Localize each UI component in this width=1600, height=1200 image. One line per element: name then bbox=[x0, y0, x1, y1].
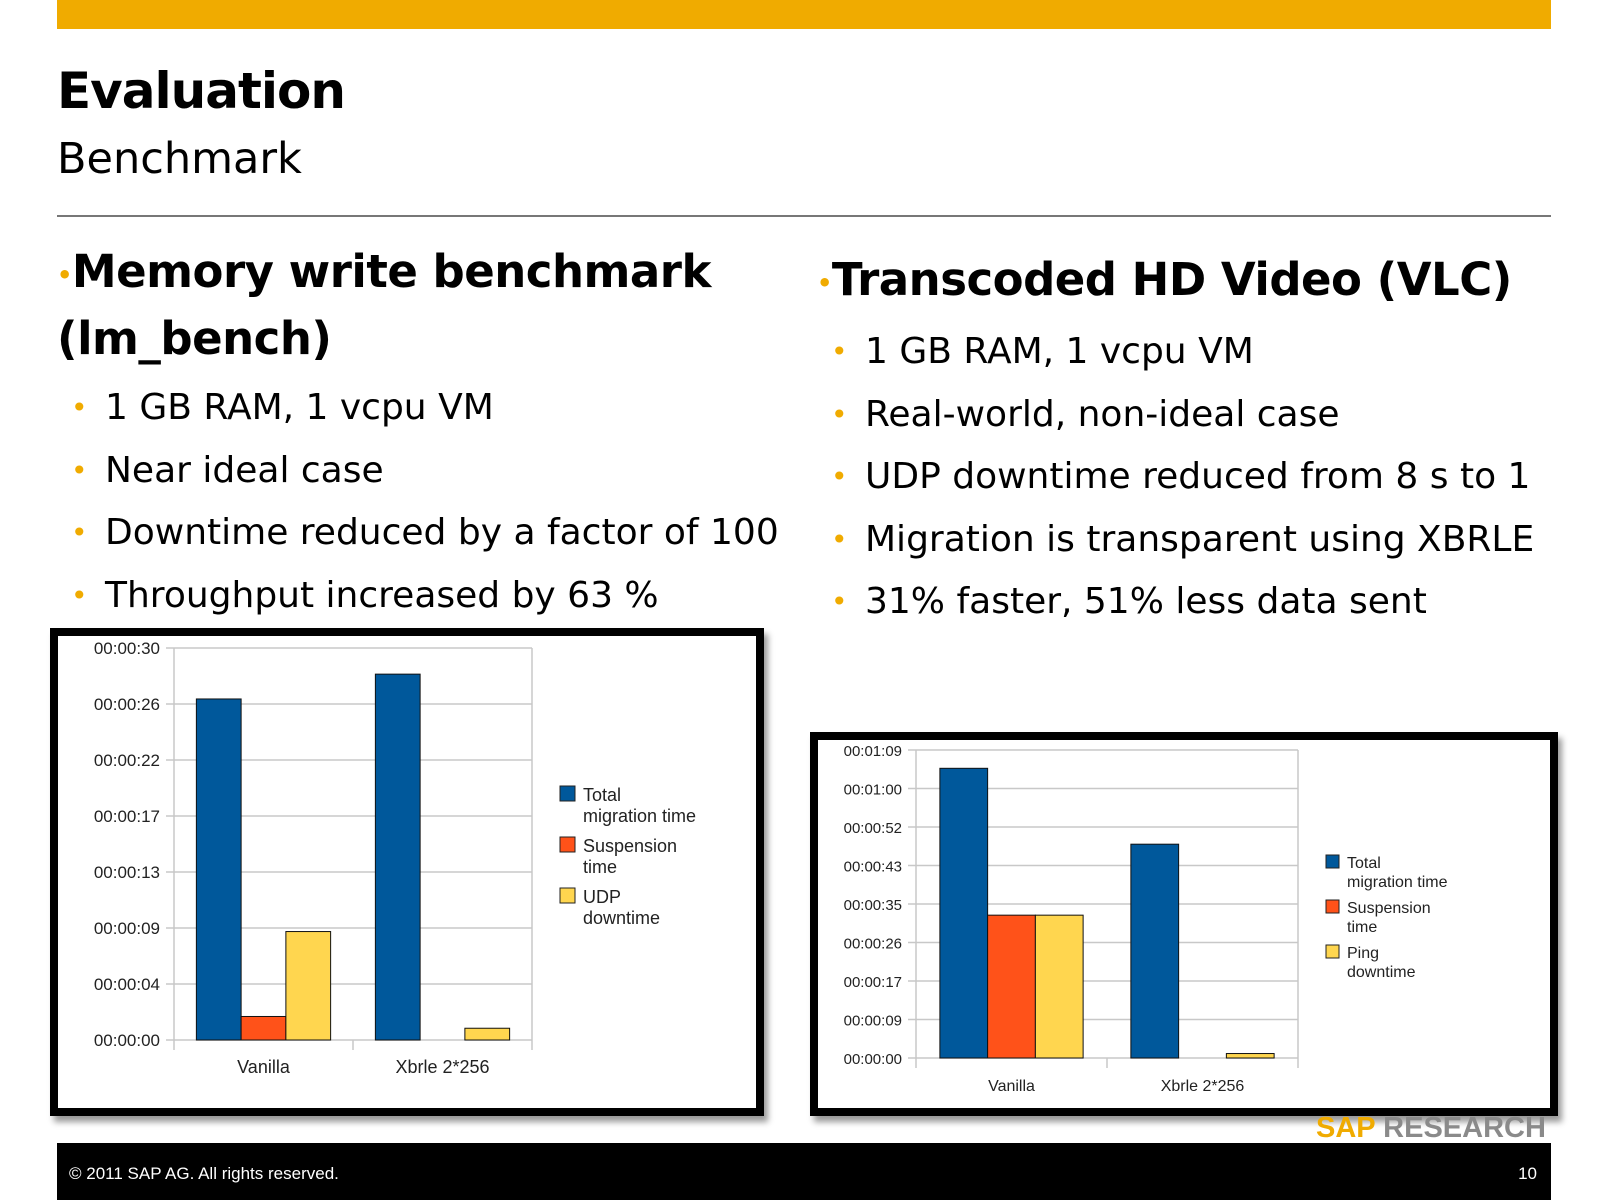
bar-total-migration-time bbox=[195, 698, 242, 1041]
legend-label: migration time bbox=[583, 806, 696, 826]
copyright: © 2011 SAP AG. All rights reserved. bbox=[69, 1164, 339, 1183]
left-heading-line1: Memory write benchmark bbox=[71, 245, 712, 298]
y-tick-label: 00:00:17 bbox=[844, 974, 902, 991]
bar-udp-downtime bbox=[464, 1027, 511, 1041]
legend-swatch bbox=[1325, 854, 1340, 869]
y-tick-label: 00:00:00 bbox=[94, 1031, 160, 1050]
legend-swatch bbox=[1325, 899, 1340, 914]
x-tick-label: Xbrle 2*256 bbox=[1161, 1078, 1245, 1095]
legend-swatch bbox=[559, 836, 576, 853]
page-number: 10 bbox=[1518, 1164, 1537, 1183]
bullet-icon: • bbox=[817, 269, 832, 297]
left-column: •Memory write benchmark (lm_bench) 1 GB R… bbox=[57, 240, 779, 627]
bar-ping-downtime bbox=[1034, 914, 1084, 1059]
legend-swatch bbox=[1325, 944, 1340, 959]
y-tick-label: 00:00:00 bbox=[844, 1051, 902, 1068]
legend-label: Total bbox=[1347, 855, 1381, 872]
chart-video-svg: 00:00:00 00:00:09 00:00:17 00:00:26 00:00:35… bbox=[844, 743, 1448, 1095]
legend-label: time bbox=[583, 857, 617, 877]
chart-memory-svg: 00:00:00 00:00:04 00:00:09 00:00:13 00:00:17… bbox=[94, 639, 696, 1077]
right-heading-text: Transcoded HD Video (VLC) bbox=[831, 253, 1512, 306]
right-bullets: 1 GB RAM, 1 vcpu VM Real-world, non-idea… bbox=[817, 321, 1534, 634]
left-heading: •Memory write benchmark (lm_bench) bbox=[57, 240, 779, 371]
list-item: Near ideal case bbox=[57, 440, 779, 503]
list-item: Migration is transparent using XBRLE bbox=[817, 509, 1534, 572]
top-accent-bar bbox=[57, 0, 1551, 29]
left-bullets: 1 GB RAM, 1 vcpu VM Near ideal case Down… bbox=[57, 377, 779, 627]
list-item: Real-world, non-ideal case bbox=[817, 384, 1534, 447]
bar-suspension-time bbox=[240, 1015, 287, 1041]
list-item: UDP downtime reduced from 8 s to 1 bbox=[817, 446, 1534, 509]
bar-total-migration-time bbox=[1130, 843, 1180, 1059]
right-column: •Transcoded HD Video (VLC) 1 GB RAM, 1 v… bbox=[817, 248, 1534, 634]
y-tick-label: 00:00:13 bbox=[94, 863, 160, 882]
right-heading: •Transcoded HD Video (VLC) bbox=[817, 248, 1534, 315]
page-subtitle: Benchmark bbox=[57, 134, 302, 184]
bar-udp-downtime bbox=[285, 931, 332, 1041]
bar-total-migration-time bbox=[374, 673, 421, 1041]
list-item: Downtime reduced by a factor of 100 bbox=[57, 502, 779, 565]
y-tick-label: 00:00:52 bbox=[844, 820, 902, 837]
legend-label: Suspension bbox=[1347, 900, 1431, 917]
legend-label: downtime bbox=[583, 908, 660, 928]
legend-swatch bbox=[559, 887, 576, 904]
x-tick-label: Xbrle 2*256 bbox=[395, 1057, 489, 1077]
y-tick-label: 00:00:04 bbox=[94, 975, 160, 994]
bar-total-migration-time bbox=[939, 767, 989, 1059]
logo-research: RESEARCH bbox=[1383, 1112, 1546, 1144]
divider bbox=[57, 215, 1551, 217]
page-title: Evaluation bbox=[57, 62, 346, 120]
y-tick-label: 00:00:43 bbox=[844, 859, 902, 876]
y-tick-label: 00:01:09 bbox=[844, 743, 902, 760]
footer: © 2011 SAP AG. All rights reserved. 10 bbox=[57, 1143, 1551, 1200]
y-tick-label: 00:00:26 bbox=[94, 695, 160, 714]
logo-sap: SAP bbox=[1316, 1112, 1376, 1144]
y-tick-label: 00:00:35 bbox=[844, 897, 902, 914]
left-heading-line2: (lm_bench) bbox=[57, 312, 332, 365]
legend-label: downtime bbox=[1347, 964, 1416, 981]
y-tick-label: 00:00:17 bbox=[94, 807, 160, 826]
x-tick-label: Vanilla bbox=[237, 1057, 291, 1077]
legend-label: Ping bbox=[1347, 945, 1379, 962]
chart-video-benchmark: 00:00:00 00:00:09 00:00:17 00:00:26 00:00:35… bbox=[810, 732, 1558, 1116]
y-tick-label: 00:01:00 bbox=[844, 782, 902, 799]
list-item: 31% faster, 51% less data sent bbox=[817, 571, 1534, 634]
legend-label: Suspension bbox=[583, 836, 677, 856]
bar-ping-downtime bbox=[1225, 1053, 1275, 1059]
legend-label: migration time bbox=[1347, 874, 1448, 891]
y-tick-label: 00:00:30 bbox=[94, 639, 160, 658]
y-tick-label: 00:00:22 bbox=[94, 751, 160, 770]
legend-label: Total bbox=[583, 785, 621, 805]
list-item: 1 GB RAM, 1 vcpu VM bbox=[57, 377, 779, 440]
y-tick-label: 00:00:09 bbox=[94, 919, 160, 938]
bullet-icon: • bbox=[57, 261, 72, 289]
x-tick-label: Vanilla bbox=[988, 1078, 1035, 1095]
list-item: 1 GB RAM, 1 vcpu VM bbox=[817, 321, 1534, 384]
bar-suspension-time bbox=[987, 914, 1036, 1059]
y-tick-label: 00:00:26 bbox=[844, 936, 902, 953]
legend-swatch bbox=[559, 785, 576, 802]
list-item: Throughput increased by 63 % bbox=[57, 565, 779, 628]
legend-label: time bbox=[1347, 919, 1377, 936]
y-tick-label: 00:00:09 bbox=[844, 1013, 902, 1030]
chart-memory-benchmark: 00:00:00 00:00:04 00:00:09 00:00:13 00:00:17… bbox=[50, 628, 764, 1116]
sap-research-logo: SAP RESEARCH bbox=[1316, 1112, 1546, 1145]
legend-label: UDP bbox=[583, 887, 621, 907]
